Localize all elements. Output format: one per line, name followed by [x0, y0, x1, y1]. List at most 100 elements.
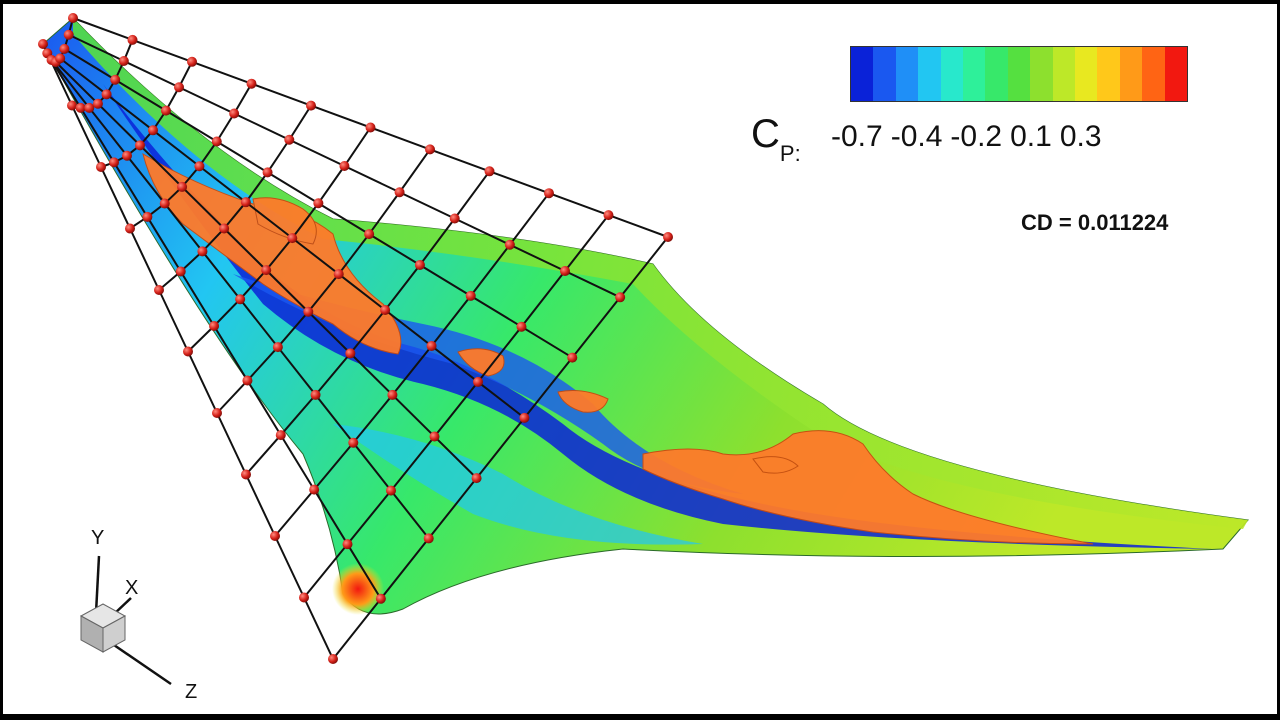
control-node — [161, 105, 171, 116]
lattice-edge — [352, 394, 394, 444]
control-node — [122, 150, 132, 161]
lattice-edge — [88, 107, 128, 157]
control-node — [194, 161, 205, 172]
lattice-edge — [100, 166, 131, 229]
legend-swatch — [1052, 47, 1076, 101]
legend-swatch — [1119, 47, 1143, 101]
lattice-edge — [338, 273, 386, 311]
control-node — [92, 98, 103, 109]
control-node — [55, 53, 66, 64]
lattice-edge — [509, 192, 550, 246]
control-nodes — [38, 13, 673, 664]
lattice-edge — [223, 227, 267, 271]
legend-tick: -0.7 — [831, 120, 883, 153]
lattice-edge — [72, 17, 133, 41]
control-node — [342, 539, 353, 550]
lattice-edge — [419, 264, 472, 297]
lattice-edge — [179, 270, 215, 327]
lattice-edge — [349, 309, 386, 354]
control-node — [235, 294, 246, 305]
control-node — [365, 122, 376, 133]
lattice-edge — [313, 442, 355, 491]
control-node — [240, 197, 251, 208]
control-node — [303, 306, 314, 317]
control-node — [560, 266, 570, 277]
lattice-edge — [429, 148, 490, 173]
control-node — [345, 348, 356, 359]
lattice-edge — [307, 311, 352, 355]
lattice-edge — [548, 192, 609, 217]
control-node — [275, 430, 286, 441]
legend-tick: 0.3 — [1059, 120, 1102, 153]
lattice-edge — [129, 228, 160, 291]
control-lattice — [42, 17, 669, 660]
control-node — [544, 188, 554, 199]
lattice-edge — [233, 83, 253, 115]
control-node — [242, 375, 253, 386]
render-canvas: Y X Z CP: -0.7 -0.4 -0.2 0.1 0.3 CD = 0.… — [3, 4, 1277, 714]
lattice-edge — [564, 214, 610, 272]
lattice-edge — [201, 227, 225, 253]
lattice-edge — [97, 102, 141, 147]
lattice-edge — [291, 202, 320, 239]
control-node — [504, 239, 515, 250]
control-node — [284, 134, 295, 145]
lattice-edge — [146, 216, 182, 272]
lattice-edge — [139, 144, 183, 188]
control-node — [364, 229, 375, 240]
lattice-edge — [245, 201, 293, 239]
axis-y-label: Y — [91, 527, 104, 549]
legend-swatch — [851, 47, 874, 101]
lattice-edge — [520, 325, 573, 359]
control-node — [148, 125, 158, 136]
control-node — [333, 269, 344, 280]
lattice-edge — [390, 489, 430, 540]
control-node — [154, 285, 164, 295]
lattice-edge — [619, 236, 669, 298]
lattice-edge — [489, 170, 550, 195]
legend-tick: -0.4 — [890, 120, 943, 153]
lattice-edge — [303, 597, 334, 660]
control-node — [211, 136, 222, 147]
lattice-edge — [390, 435, 436, 492]
control-node — [272, 342, 283, 353]
lattice-edge — [419, 217, 456, 266]
control-node — [516, 321, 527, 332]
control-node — [127, 34, 138, 45]
lattice-edge — [380, 537, 430, 600]
lattice-edge — [346, 543, 382, 600]
control-node — [68, 13, 78, 23]
lattice-edge — [608, 214, 669, 238]
lattice-edge — [223, 201, 247, 230]
lattice-edge — [79, 107, 115, 163]
lattice-edge — [201, 250, 241, 300]
lattice-edge — [233, 112, 290, 141]
control-node — [663, 232, 673, 242]
lattice-edge — [314, 352, 352, 396]
lattice-edge — [475, 417, 526, 479]
lattice-edge — [246, 380, 282, 436]
lattice-edge — [470, 294, 523, 328]
lattice-edge — [245, 171, 269, 203]
lattice-edge — [105, 93, 154, 132]
lattice-edge — [454, 217, 511, 246]
control-node — [135, 140, 145, 151]
lattice-edge — [384, 309, 433, 347]
control-node — [125, 223, 135, 234]
lattice-edge — [307, 273, 340, 313]
control-node — [339, 161, 350, 172]
lattice-edge — [313, 489, 349, 545]
legend-ticks: -0.7 -0.4 -0.2 0.1 0.3 — [831, 122, 1102, 152]
control-node — [187, 56, 197, 67]
control-node — [465, 290, 476, 301]
lattice-edge — [265, 237, 294, 271]
control-node — [425, 144, 435, 155]
control-node — [219, 223, 230, 234]
legend-tick: 0.1 — [1010, 120, 1052, 153]
control-node — [603, 210, 614, 221]
control-node — [209, 321, 220, 332]
lattice-edge — [520, 270, 566, 328]
lattice-edge — [71, 105, 102, 168]
wing-surface-render: Y X Z — [38, 13, 1249, 703]
control-node — [59, 43, 70, 54]
